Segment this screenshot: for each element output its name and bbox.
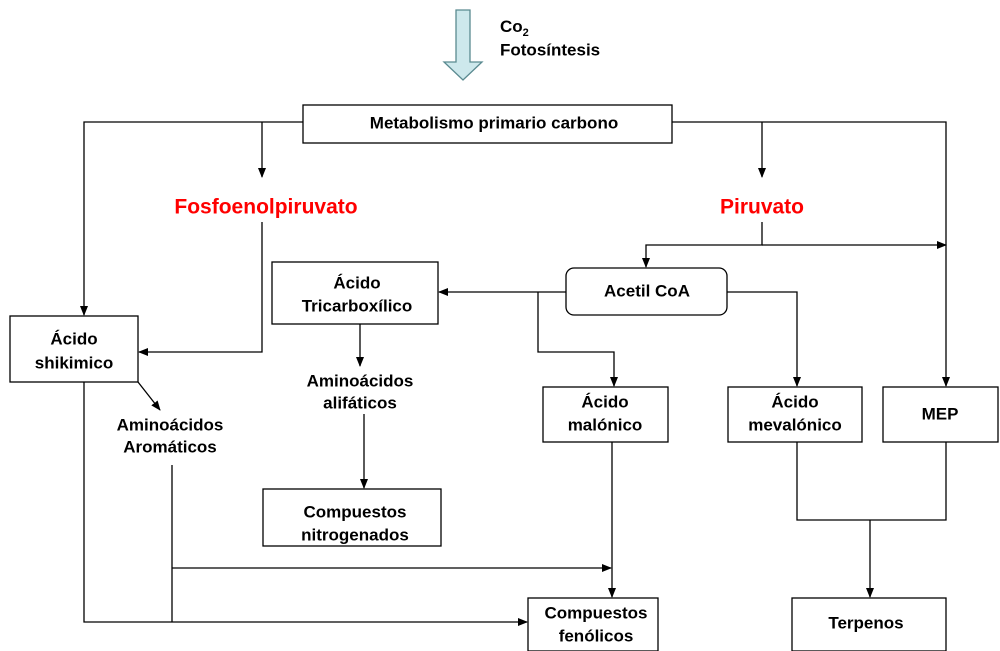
node-label: Piruvato [720,196,804,219]
box [302,104,673,144]
node-label: Aminoácidos [117,415,224,434]
node-label: malónico [568,415,643,434]
node-label: Ácido [771,392,818,411]
node-label: Aromáticos [123,437,217,456]
node-label: fenólicos [559,626,634,645]
box [9,315,139,383]
box [565,267,728,316]
node-label: mevalónico [748,415,842,434]
node-label: Fosfoenolpiruvato [174,196,357,219]
node-label: Terpenos [828,613,903,632]
node-label: alifáticos [323,393,397,412]
box [527,597,659,651]
connectors [80,121,950,626]
node-label: Ácido [581,392,628,411]
box [542,386,669,443]
box [791,597,947,651]
node-label: Compuestos [545,603,648,622]
node-label: Ácido [50,329,97,348]
node-label: nitrogenados [301,525,409,544]
node-label: Metabolismo primario carbono [370,113,618,132]
box [727,386,863,443]
node-label: Aminoácidos [307,371,414,390]
box [882,386,999,443]
node-label: shikimico [35,353,113,372]
input-arrow [442,9,484,81]
node-label: Acetil CoA [604,281,690,300]
process-label: Fotosíntesis [500,40,600,59]
box [271,261,439,325]
node-label: Ácido [333,273,380,292]
node-label: Compuestos [304,502,407,521]
box [262,488,442,547]
node-label: Tricarboxílico [302,296,413,315]
node-label: MEP [922,404,959,423]
co2-label: Co2 [500,17,529,38]
